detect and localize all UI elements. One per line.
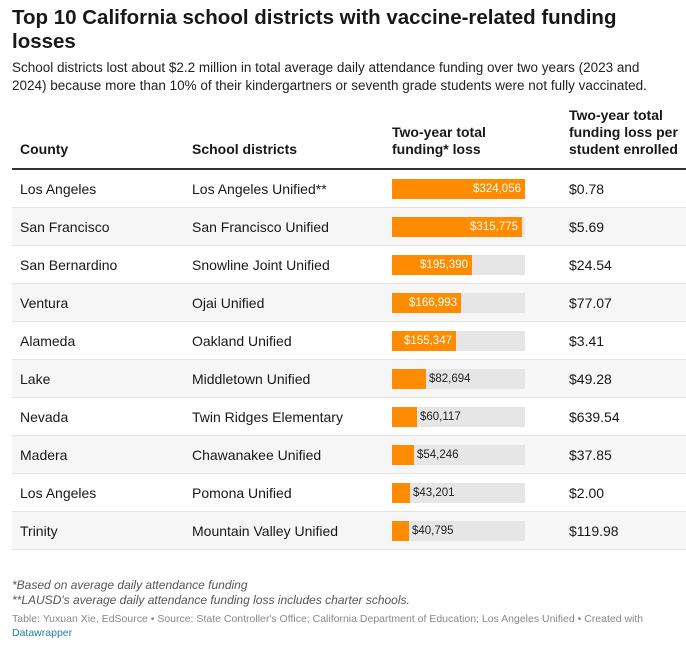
table-row: Nevada Twin Ridges Elementary $60,117 $6…	[12, 397, 686, 436]
district-cell: Ojai Unified	[184, 283, 384, 322]
loss-bar	[392, 482, 410, 503]
per-student-cell: $5.69	[561, 207, 686, 246]
loss-label: $40,795	[412, 524, 454, 537]
table-row: San Bernardino Snowline Joint Unified $1…	[12, 245, 686, 284]
district-cell: Mountain Valley Unified	[184, 511, 384, 550]
loss-bar	[392, 444, 414, 465]
district-cell: Los Angeles Unified**	[184, 169, 384, 208]
table-row: Ventura Ojai Unified $166,993 $77.07	[12, 283, 686, 322]
per-student-cell: $3.41	[561, 321, 686, 360]
bar-track: $155,347	[392, 330, 525, 351]
loss-cell: $195,390	[384, 245, 561, 284]
table-row: Alameda Oakland Unified $155,347 $3.41	[12, 321, 686, 360]
loss-cell: $166,993	[384, 283, 561, 322]
loss-bar	[392, 178, 525, 199]
table-row: Los Angeles Pomona Unified $43,201 $2.00	[12, 473, 686, 512]
loss-cell: $40,795	[384, 511, 561, 550]
bar-track: $43,201	[392, 482, 525, 503]
col-county[interactable]: County	[12, 107, 184, 170]
loss-bar	[392, 520, 409, 541]
table-row: Madera Chawanakee Unified $54,246 $37.85	[12, 435, 686, 474]
loss-label: $60,117	[420, 410, 461, 423]
per-student-cell: $49.28	[561, 359, 686, 398]
col-per-student[interactable]: Two-year total funding loss per student …	[561, 107, 686, 170]
page-title: Top 10 California school districts with …	[12, 6, 617, 53]
footnote: *Based on average daily attendance fundi…	[12, 578, 248, 592]
col-loss[interactable]: Two-year total funding* loss	[384, 107, 561, 170]
loss-cell: $43,201	[384, 473, 561, 512]
loss-label: $155,347	[404, 334, 452, 347]
loss-cell: $155,347	[384, 321, 561, 360]
source-text: Table: Yuxuan Xie, EdSource • Source: St…	[12, 613, 644, 625]
loss-bar	[392, 330, 456, 351]
bar-track: $195,390	[392, 254, 525, 275]
table-row: Lake Middletown Unified $82,694 $49.28	[12, 359, 686, 398]
loss-label: $324,056	[473, 182, 521, 195]
bar-track: $40,795	[392, 520, 525, 541]
district-cell: Middletown Unified	[184, 359, 384, 398]
per-student-cell: $119.98	[561, 511, 686, 550]
per-student-cell: $0.78	[561, 169, 686, 208]
loss-label: $82,694	[429, 372, 471, 385]
loss-bar	[392, 292, 461, 313]
loss-cell: $54,246	[384, 435, 561, 474]
description: School districts lost about $2.2 million…	[12, 60, 647, 93]
col-district[interactable]: School districts	[184, 107, 384, 170]
loss-cell: $315,775	[384, 207, 561, 246]
loss-cell: $60,117	[384, 397, 561, 436]
county-cell: Lake	[12, 359, 184, 398]
bar-track: $324,056	[392, 178, 525, 199]
loss-bar	[392, 216, 522, 237]
loss-bar	[392, 254, 472, 275]
loss-label: $54,246	[417, 448, 459, 461]
per-student-cell: $24.54	[561, 245, 686, 284]
district-cell: Oakland Unified	[184, 321, 384, 360]
table-row: Los Angeles Los Angeles Unified** $324,0…	[12, 169, 686, 208]
county-cell: Los Angeles	[12, 473, 184, 512]
loss-label: $195,390	[420, 258, 468, 271]
district-cell: San Francisco Unified	[184, 207, 384, 246]
table-row: San Francisco San Francisco Unified $315…	[12, 207, 686, 246]
bar-track: $82,694	[392, 368, 525, 389]
table-row: Trinity Mountain Valley Unified $40,795 …	[12, 511, 686, 550]
per-student-cell: $37.85	[561, 435, 686, 474]
loss-label: $43,201	[413, 486, 455, 499]
per-student-cell: $77.07	[561, 283, 686, 322]
funding-table: County School districts Two-year total f…	[12, 107, 686, 550]
loss-bar	[392, 368, 426, 389]
footnotes: *Based on average daily attendance fundi…	[12, 578, 410, 608]
district-cell: Snowline Joint Unified	[184, 245, 384, 284]
loss-label: $166,993	[409, 296, 457, 309]
district-cell: Pomona Unified	[184, 473, 384, 512]
county-cell: Ventura	[12, 283, 184, 322]
bar-track: $54,246	[392, 444, 525, 465]
county-cell: Alameda	[12, 321, 184, 360]
datawrapper-link[interactable]: Datawrapper	[12, 627, 73, 639]
county-cell: Trinity	[12, 511, 184, 550]
loss-cell: $324,056	[384, 169, 561, 208]
footnote: **LAUSD's average daily attendance fundi…	[12, 593, 410, 607]
bar-track: $166,993	[392, 292, 525, 313]
county-cell: San Francisco	[12, 207, 184, 246]
source-line: Table: Yuxuan Xie, EdSource • Source: St…	[12, 612, 677, 640]
header-row: County School districts Two-year total f…	[12, 107, 686, 170]
loss-bar	[392, 406, 417, 427]
bar-track: $60,117	[392, 406, 525, 427]
loss-cell: $82,694	[384, 359, 561, 398]
county-cell: Los Angeles	[12, 169, 184, 208]
district-cell: Chawanakee Unified	[184, 435, 384, 474]
per-student-cell: $2.00	[561, 473, 686, 512]
district-cell: Twin Ridges Elementary	[184, 397, 384, 436]
loss-label: $315,775	[470, 220, 518, 233]
bar-track: $315,775	[392, 216, 525, 237]
county-cell: San Bernardino	[12, 245, 184, 284]
county-cell: Madera	[12, 435, 184, 474]
county-cell: Nevada	[12, 397, 184, 436]
per-student-cell: $639.54	[561, 397, 686, 436]
